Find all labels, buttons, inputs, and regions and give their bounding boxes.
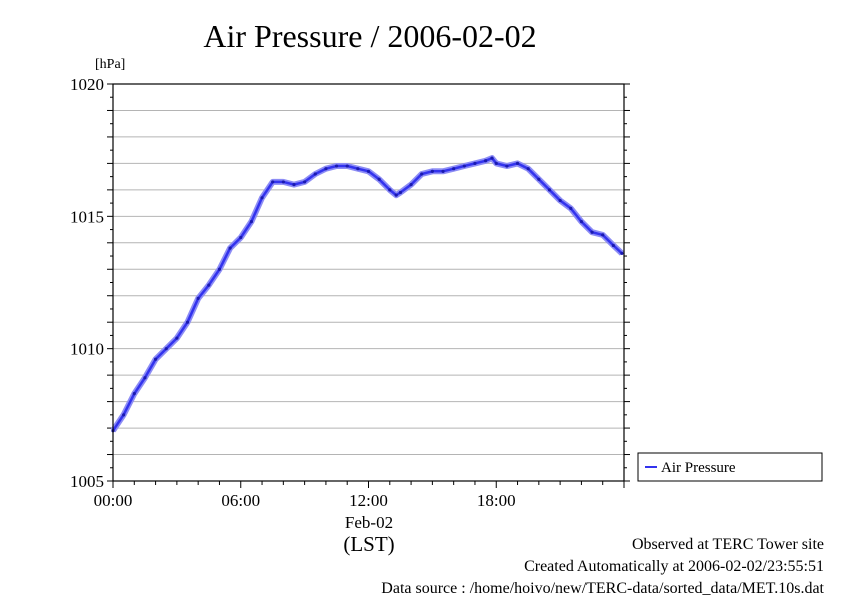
series-air-pressure: [110, 155, 624, 433]
series-line-halo: [110, 155, 624, 433]
data-point: [281, 180, 285, 184]
legend-box: [637, 452, 823, 482]
data-point: [153, 357, 158, 361]
footer-created-at: Created Automatically at 2006-02-02/23:5…: [524, 558, 824, 575]
data-point: [324, 167, 328, 171]
data-point: [515, 161, 520, 165]
data-point: [366, 169, 371, 173]
y-axis-unit-label: [hPa]: [95, 57, 125, 72]
data-point: [494, 161, 498, 165]
x-tick-labels: 00:00 06:00 12:00 18:00: [94, 491, 516, 510]
data-point: [558, 198, 562, 203]
minor-ticks: [107, 83, 630, 488]
data-point: [547, 188, 552, 192]
data-point: [430, 169, 434, 173]
data-point: [292, 182, 296, 187]
data-point: [239, 235, 243, 240]
data-point: [579, 220, 584, 224]
data-point: [590, 230, 594, 234]
y-tick-labels: 1005 1010 1015 1020: [70, 75, 104, 491]
data-point: [388, 188, 392, 192]
data-point: [334, 164, 339, 168]
y-tick-label: 1005: [70, 472, 104, 491]
data-point: [249, 220, 253, 224]
data-point: [420, 172, 424, 176]
data-point: [526, 167, 530, 171]
data-point: [394, 193, 398, 197]
data-point: [271, 180, 275, 184]
data-point: [207, 283, 211, 287]
x-tick-label: 06:00: [221, 491, 260, 510]
x-tick-label: 18:00: [477, 491, 516, 510]
data-point: [164, 347, 168, 351]
data-point: [345, 164, 349, 168]
legend: Air Pressure: [637, 452, 823, 482]
data-point: [490, 156, 494, 160]
data-point: [620, 251, 624, 255]
data-point: [313, 172, 317, 176]
data-point: [303, 180, 307, 184]
x-date-label: Feb-02: [345, 513, 393, 532]
x-tick-label: 00:00: [94, 491, 133, 510]
data-point: [452, 167, 456, 171]
data-point: [441, 169, 445, 173]
plot-frame: [112, 83, 625, 482]
footer-data-source: Data source : /home/hoivo/new/TERC-data/…: [381, 580, 824, 597]
series-line: [111, 156, 623, 432]
data-point: [601, 233, 605, 237]
data-point: [569, 206, 573, 210]
footer-observed-at: Observed at TERC Tower site: [631, 536, 824, 553]
x-axis-label: (LST): [343, 532, 394, 556]
data-point: [473, 161, 477, 165]
data-point: [175, 336, 179, 340]
data-point: [611, 243, 615, 248]
data-point: [484, 159, 488, 163]
data-point: [196, 296, 200, 300]
data-point: [398, 190, 403, 195]
data-point: [356, 167, 360, 171]
data-point: [143, 376, 147, 380]
y-tick-label: 1015: [70, 207, 104, 226]
data-point: [217, 267, 222, 271]
data-point: [185, 320, 190, 324]
data-point: [132, 392, 136, 396]
grid-lines: [113, 109, 624, 456]
data-point: [462, 164, 466, 168]
y-tick-label: 1010: [70, 340, 104, 359]
data-point: [409, 182, 413, 187]
data-point: [228, 246, 232, 250]
data-point: [260, 196, 264, 200]
y-tick-label: 1020: [70, 75, 104, 94]
data-point: [122, 413, 126, 417]
x-tick-label: 12:00: [349, 491, 388, 510]
legend-label-air-pressure: Air Pressure: [661, 460, 736, 476]
data-point: [377, 177, 381, 181]
data-point: [505, 164, 509, 168]
data-point: [537, 177, 541, 181]
chart-title: Air Pressure / 2006-02-02: [203, 18, 536, 54]
